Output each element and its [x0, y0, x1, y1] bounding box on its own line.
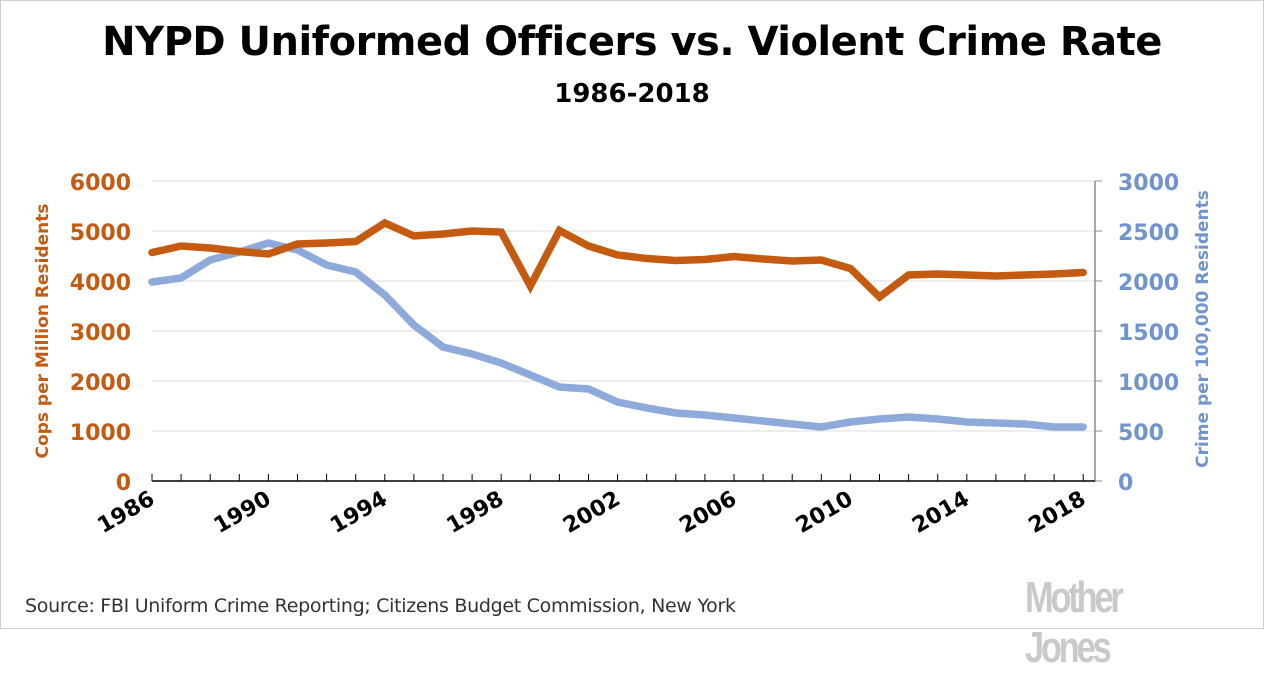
series-lines [152, 223, 1083, 427]
y-right-tick-label: 2000 [1118, 271, 1179, 296]
y-left-tick-label: 6000 [70, 171, 131, 196]
y-left-tick-label: 1000 [70, 421, 131, 446]
chart-svg: 0 1000 2000 3000 4000 5000 6000 0 500 1000 1500 200… [1, 1, 1263, 628]
y-left-tick-label: 2000 [70, 371, 131, 396]
cops-per-million-line [152, 223, 1083, 297]
y-right-axis-title: Crime per 100,000 Residents [1193, 190, 1213, 468]
y-left-tick-label: 4000 [70, 271, 131, 296]
x-tick-label: 2002 [559, 487, 625, 539]
y-right-tick-label: 2500 [1118, 221, 1179, 246]
y-right-tick-label: 0 [1118, 471, 1133, 496]
axis-labels: 0 1000 2000 3000 4000 5000 6000 0 500 1000 1500 200… [33, 171, 1213, 539]
x-tick-label: 1994 [326, 487, 392, 539]
gridlines [152, 181, 1095, 431]
x-tick-label: 2018 [1025, 487, 1091, 539]
y-right-tick-label: 3000 [1118, 171, 1179, 196]
x-tick-label: 2014 [908, 487, 974, 539]
y-right-tick-label: 1500 [1118, 321, 1179, 346]
y-left-tick-label: 0 [116, 471, 131, 496]
chart-frame: NYPD Uniformed Officers vs. Violent Crim… [0, 0, 1264, 629]
x-tick-label: 1990 [210, 487, 276, 539]
y-left-axis-title: Cops per Million Residents [33, 204, 53, 459]
x-tick-label: 2010 [792, 487, 858, 539]
y-right-tick-label: 1000 [1118, 371, 1179, 396]
y-left-tick-label: 3000 [70, 321, 131, 346]
source-note: Source: FBI Uniform Crime Reporting; Cit… [25, 595, 736, 617]
x-tick-label: 2006 [675, 487, 741, 539]
x-tick-label: 1998 [443, 487, 509, 539]
mother-jones-logo: Mother Jones [1025, 573, 1211, 673]
y-right-tick-label: 500 [1118, 421, 1164, 446]
y-left-tick-label: 5000 [70, 221, 131, 246]
